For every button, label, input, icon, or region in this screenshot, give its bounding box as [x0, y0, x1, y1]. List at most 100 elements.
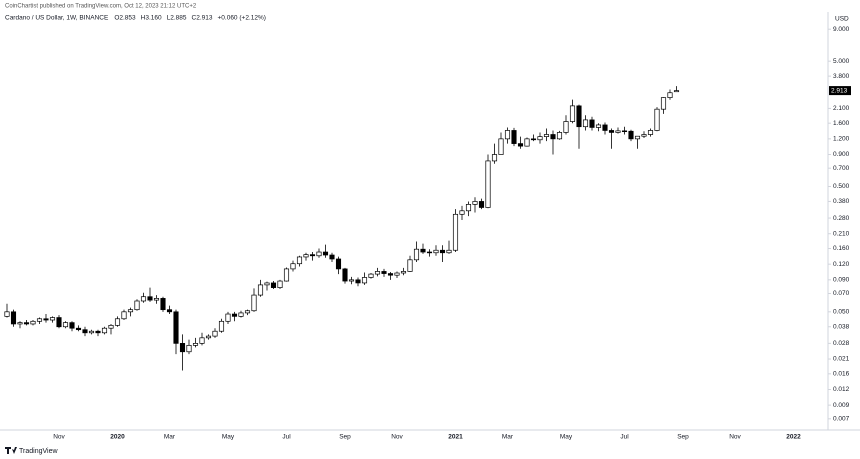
candle-body: [56, 317, 62, 328]
y-tick-label: 0.900: [833, 151, 850, 158]
candle-body: [270, 282, 277, 288]
y-tick-label: 0.012: [833, 386, 850, 393]
candle-body: [420, 248, 426, 253]
ohlc-label: H3.160: [141, 15, 162, 22]
candle-body: [329, 254, 335, 260]
candle-body: [387, 273, 394, 276]
candle-body: [439, 249, 446, 254]
y-tick-label: 5.000: [833, 58, 850, 65]
candle-body: [621, 130, 628, 133]
candle-body: [465, 204, 472, 212]
candle-body: [400, 271, 407, 274]
candle-body: [43, 318, 49, 321]
y-tick-label: 0.090: [833, 277, 850, 284]
y-tick-label: 9.000: [833, 26, 850, 33]
y-tick-label: 0.210: [833, 230, 850, 237]
candle-body: [166, 309, 173, 313]
candle-body: [199, 337, 205, 344]
candle-body: [205, 335, 212, 339]
candle-body: [212, 330, 218, 337]
candle-body: [88, 330, 95, 334]
candle-body: [582, 119, 589, 128]
y-tick-label: 0.050: [833, 309, 850, 316]
candle-body: [628, 130, 634, 140]
y-tick-label: 0.500: [833, 183, 850, 190]
y-tick-label: 1.200: [833, 136, 850, 143]
candle-body: [589, 119, 595, 128]
x-tick-label: Nov: [729, 434, 741, 441]
candle-body: [634, 135, 641, 140]
y-tick-label: 0.009: [833, 402, 850, 409]
candle-body: [238, 312, 244, 317]
candle-body: [264, 282, 270, 286]
candle-body: [134, 300, 140, 311]
candle-body: [186, 345, 192, 353]
x-tick-label: May: [222, 434, 235, 441]
ohlc-label: +0.060 (+2.12%): [217, 15, 265, 22]
x-tick-label: 2022: [786, 434, 801, 441]
candle-body: [127, 309, 134, 313]
candle-body: [140, 296, 147, 302]
y-tick-label: 3.800: [833, 73, 850, 80]
y-tick-label: 0.016: [833, 371, 850, 378]
currency: USD: [835, 16, 849, 23]
symbol-legend: Cardano / US Dollar, 1W, BINANCE O2.853 H…: [5, 15, 266, 22]
candle-body: [452, 213, 459, 251]
x-tick-label: Mar: [164, 434, 176, 441]
candle-body: [69, 322, 75, 329]
brand-name: TradingView: [19, 448, 58, 455]
candle-body: [296, 256, 303, 265]
candle-body: [303, 254, 309, 258]
candle-body: [608, 130, 615, 133]
candle-body: [602, 124, 608, 131]
candle-body: [36, 318, 43, 322]
candle-body: [173, 311, 179, 344]
candle-body: [615, 130, 621, 133]
candle-body: [49, 317, 56, 321]
x-tick-label: May: [560, 434, 573, 441]
candle-body: [673, 90, 680, 93]
x-tick-label: Jul: [282, 434, 291, 441]
candle-body: [192, 343, 199, 346]
x-tick-label: Nov: [53, 434, 65, 441]
y-tick-label: 0.700: [833, 165, 850, 172]
y-tick-label: 0.120: [833, 261, 850, 268]
candle-body: [62, 322, 69, 328]
y-tick-label: 0.028: [833, 340, 850, 347]
candle-body: [563, 121, 569, 133]
candle-body: [569, 105, 576, 122]
candle-body: [17, 322, 23, 325]
candle-body: [361, 277, 368, 284]
candle-body: [647, 130, 654, 135]
candle-body: [660, 97, 667, 110]
candle-body: [595, 124, 602, 128]
candle-body: [459, 210, 465, 215]
candle-body: [225, 313, 231, 322]
candle-body: [667, 92, 673, 98]
candle-body: [30, 320, 36, 325]
candle-body: [283, 268, 290, 282]
candle-body: [277, 280, 283, 288]
y-tick-label: 2.100: [833, 105, 850, 112]
brand-logo: TradingView: [5, 447, 58, 455]
candle-body: [511, 130, 517, 144]
candle-body: [556, 132, 563, 140]
candle-body: [537, 136, 543, 141]
candle-body: [75, 327, 82, 331]
x-tick-label: 2020: [110, 434, 125, 441]
x-tick-label: Mar: [502, 434, 514, 441]
candle-body: [413, 248, 420, 261]
candle-body: [23, 322, 30, 325]
candle-body: [524, 138, 530, 147]
candle-body: [426, 251, 433, 254]
candle-body: [244, 310, 251, 314]
candle-body: [517, 143, 524, 147]
candle-body: [10, 311, 17, 325]
x-tick-label: Sep: [677, 434, 689, 441]
y-tick-label: 0.070: [833, 290, 850, 297]
candle-body: [576, 105, 582, 128]
candle-body: [101, 327, 108, 334]
candle-body: [316, 251, 322, 257]
